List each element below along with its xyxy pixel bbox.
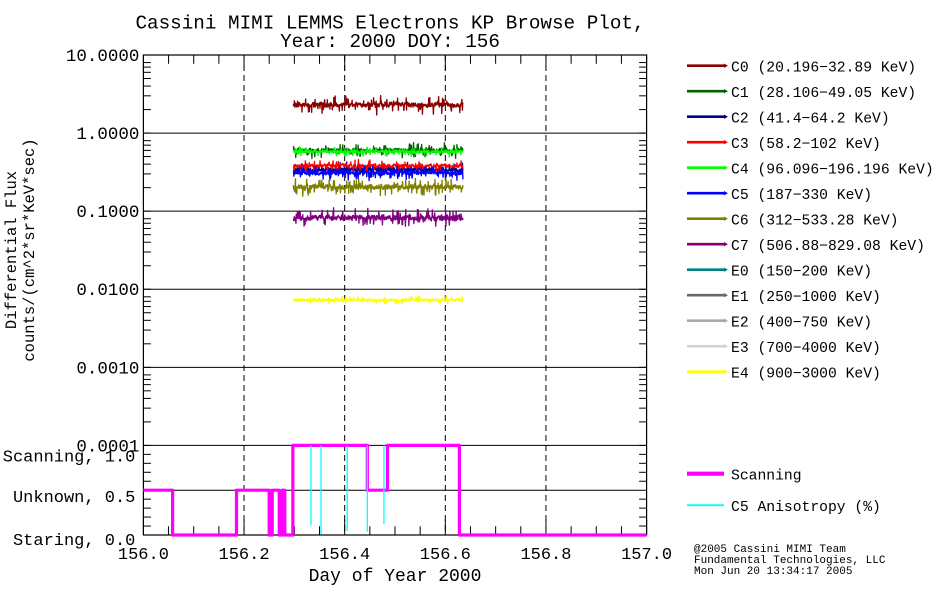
svg-text:1.0000: 1.0000	[76, 125, 139, 145]
svg-text:157.0: 157.0	[621, 546, 672, 565]
svg-text:C3 (58.2−102 KeV): C3 (58.2−102 KeV)	[731, 137, 881, 153]
svg-text:156.6: 156.6	[420, 546, 471, 565]
svg-text:0.1000: 0.1000	[76, 203, 139, 223]
svg-text:Scanning, 1.0: Scanning, 1.0	[3, 448, 136, 467]
svg-text:Day of Year 2000: Day of Year 2000	[309, 567, 482, 587]
svg-text:156.4: 156.4	[319, 546, 370, 565]
svg-text:C1 (28.106−49.05 KeV): C1 (28.106−49.05 KeV)	[731, 86, 916, 102]
svg-text:E3 (700−4000 KeV): E3 (700−4000 KeV)	[731, 341, 881, 357]
svg-text:C5 (187−330 KeV): C5 (187−330 KeV)	[731, 188, 872, 204]
svg-text:Year: 2000 DOY: 156: Year: 2000 DOY: 156	[280, 31, 500, 53]
svg-text:156.8: 156.8	[520, 546, 571, 565]
svg-text:156.2: 156.2	[219, 546, 270, 565]
svg-text:counts/(cm^2*sr*KeV*sec): counts/(cm^2*sr*KeV*sec)	[21, 138, 39, 361]
svg-text:Scanning: Scanning	[731, 469, 802, 485]
svg-text:Unknown, 0.5: Unknown, 0.5	[13, 489, 135, 508]
svg-text:E1 (250−1000 KeV): E1 (250−1000 KeV)	[731, 290, 881, 306]
svg-text:10.0000: 10.0000	[66, 47, 140, 67]
svg-text:E2 (400−750 KeV): E2 (400−750 KeV)	[731, 316, 872, 332]
svg-text:0.0100: 0.0100	[76, 281, 139, 301]
svg-text:Mon Jun 20 13:34:17 2005: Mon Jun 20 13:34:17 2005	[694, 566, 852, 578]
svg-text:C4 (96.096−196.196 KeV): C4 (96.096−196.196 KeV)	[731, 163, 934, 179]
svg-text:C7 (506.88−829.08 KeV): C7 (506.88−829.08 KeV)	[731, 239, 925, 255]
svg-text:E0 (150−200 KeV): E0 (150−200 KeV)	[731, 265, 872, 281]
svg-text:156.0: 156.0	[118, 546, 169, 565]
svg-text:C5 Anisotropy (%): C5 Anisotropy (%)	[731, 500, 881, 516]
svg-text:Differential Flux: Differential Flux	[3, 171, 21, 329]
svg-text:0.0010: 0.0010	[76, 359, 139, 379]
svg-text:C2 (41.4−64.2 KeV): C2 (41.4−64.2 KeV)	[731, 112, 890, 128]
svg-text:C6 (312−533.28 KeV): C6 (312−533.28 KeV)	[731, 214, 898, 230]
svg-text:C0 (20.196−32.89 KeV): C0 (20.196−32.89 KeV)	[731, 61, 916, 77]
svg-text:E4 (900−3000 KeV): E4 (900−3000 KeV)	[731, 367, 881, 383]
